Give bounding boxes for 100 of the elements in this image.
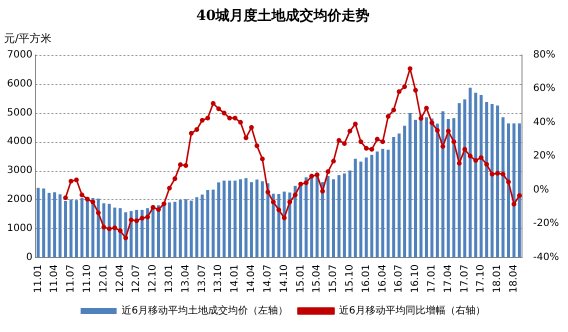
- bar: [304, 177, 308, 258]
- bar: [282, 192, 286, 258]
- bar: [468, 88, 472, 258]
- legend-label: 近6月移动平均同比增幅（右轴）: [339, 304, 486, 317]
- x-tick-label: 15.04: [312, 264, 323, 294]
- bar: [506, 123, 510, 258]
- bar: [239, 179, 242, 258]
- bar: [288, 192, 292, 258]
- bar: [381, 148, 384, 258]
- x-tick-label: 18.04: [508, 264, 520, 294]
- bar: [474, 92, 478, 258]
- x-tick-label: 15.10: [344, 264, 356, 294]
- x-tick-label: 13.04: [180, 264, 192, 294]
- bar: [337, 175, 340, 258]
- bar: [156, 205, 160, 258]
- bar: [436, 124, 439, 258]
- bar: [53, 192, 56, 258]
- bar: [250, 182, 253, 258]
- x-tick-label: 12.01: [98, 264, 110, 294]
- x-tick-label: 17.04: [442, 264, 454, 294]
- bar: [113, 208, 116, 258]
- bar: [512, 123, 516, 258]
- y-tick-label: 0: [26, 252, 32, 263]
- bar: [42, 188, 46, 258]
- y2-tick-label: 20%: [533, 150, 556, 162]
- bar: [376, 151, 379, 258]
- bar: [217, 182, 220, 258]
- bar: [36, 188, 40, 258]
- bar: [48, 192, 51, 258]
- bar: [364, 158, 368, 258]
- bar: [359, 162, 362, 258]
- x-tick-label: 12.04: [114, 264, 126, 294]
- x-tick-label: 16.04: [377, 264, 388, 294]
- x-tick-label: 11.04: [49, 264, 60, 294]
- y2-tick-label: 40%: [533, 116, 556, 128]
- y2-tick-label: 0%: [533, 184, 550, 196]
- x-tick-label: 17.07: [459, 264, 470, 294]
- bar: [502, 117, 505, 258]
- x-tick-label: 15.01: [295, 264, 306, 294]
- bar: [321, 182, 324, 258]
- bar: [348, 170, 352, 258]
- chart-title: 40城月度土地成交均价走势: [196, 7, 370, 24]
- y2-tick-label: 80%: [533, 49, 556, 60]
- y-tick-label: 1000: [6, 223, 32, 234]
- bar: [234, 180, 237, 258]
- x-tick-label: 11.01: [32, 264, 44, 294]
- bar: [332, 179, 335, 258]
- bar: [140, 210, 144, 258]
- y2-tick-label: 60%: [533, 83, 556, 94]
- bar: [228, 180, 232, 258]
- y-tick-label: 4000: [6, 136, 32, 148]
- bar: [490, 104, 494, 258]
- x-tick-label: 17.01: [426, 264, 438, 294]
- bar: [424, 117, 428, 258]
- y-tick-label: 2000: [6, 194, 32, 206]
- bar: [135, 210, 138, 258]
- bar: [222, 180, 226, 258]
- x-tick-label: 17.10: [476, 264, 487, 294]
- y2-tick-label: -20%: [533, 218, 560, 230]
- bar: [480, 95, 483, 258]
- x-tick-label: 11.10: [82, 264, 93, 294]
- y-tick-label: 3000: [6, 165, 32, 176]
- bar: [118, 208, 122, 258]
- bar: [91, 198, 94, 258]
- bar: [244, 178, 248, 258]
- bar: [178, 200, 182, 258]
- bar: [277, 194, 280, 258]
- x-tick-label: 15.07: [328, 264, 340, 294]
- x-tick-label: 13.10: [213, 264, 224, 294]
- bar: [342, 173, 346, 258]
- bar: [518, 123, 521, 258]
- bar: [452, 118, 456, 258]
- bar: [260, 181, 264, 258]
- x-tick-label: 16.10: [410, 264, 422, 294]
- bar: [108, 204, 111, 258]
- x-tick-label: 18.01: [492, 264, 504, 294]
- bar: [200, 194, 204, 258]
- bar: [398, 134, 401, 258]
- x-tick-label: 16.01: [360, 264, 372, 294]
- x-tick-label: 13.01: [164, 264, 176, 294]
- bar: [58, 194, 62, 258]
- bar: [430, 118, 434, 258]
- y-tick-label: 5000: [6, 107, 32, 118]
- bar: [184, 199, 188, 258]
- bar: [408, 112, 412, 258]
- bar: [255, 180, 258, 258]
- bar: [386, 150, 390, 258]
- bar: [458, 103, 461, 258]
- y-axis-title: 元/平方米: [4, 32, 52, 46]
- bar: [294, 186, 297, 258]
- y-tick-label: 6000: [6, 78, 32, 90]
- bar: [354, 158, 357, 258]
- bar: [485, 102, 488, 258]
- bar: [441, 111, 444, 258]
- bar: [212, 190, 215, 258]
- bar: [272, 194, 275, 258]
- x-tick-label: 13.07: [196, 264, 208, 294]
- bar: [496, 105, 500, 258]
- bar: [190, 200, 193, 258]
- bar: [370, 154, 374, 258]
